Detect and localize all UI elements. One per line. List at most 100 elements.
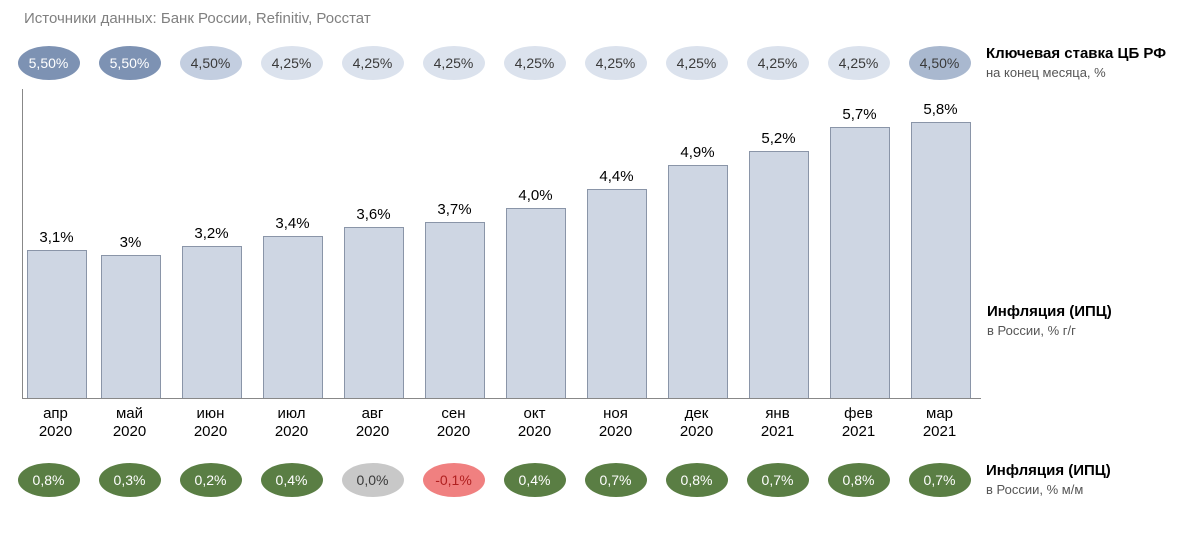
x-tick-label: май2020 — [113, 405, 146, 443]
x-tick-label: ноя2020 — [599, 405, 632, 443]
key-rate-row: 5,50% 5,50% 4,50% 4,25% 4,25% 4,25% 4,25% 4,25%… — [8, 45, 1192, 81]
pill-value: 0,8% — [18, 463, 80, 497]
x-tick-label: мар2021 — [923, 405, 956, 443]
mom-pill: 0,8% — [656, 463, 737, 497]
bar-chart: 3,1% 3% 3,2% 3,4% 3,6% 3,7% 4,0% 4,4% 4,9% 5,2% 5,… — [22, 89, 981, 399]
pill-value: 4,25% — [585, 46, 647, 80]
pill-value: 4,25% — [747, 46, 809, 80]
x-tick: апр2020 — [22, 405, 89, 443]
bar-column: 5,8% — [900, 101, 981, 398]
bar-value-label: 3,7% — [437, 201, 471, 218]
mom-pill: 0,8% — [8, 463, 89, 497]
key-rate-pill: 4,25% — [656, 46, 737, 80]
bar-column: 3,4% — [252, 215, 333, 398]
mom-pill: 0,7% — [899, 463, 980, 497]
mom-pill: 0,4% — [251, 463, 332, 497]
bar — [27, 250, 87, 397]
key-rate-pill: 4,25% — [494, 46, 575, 80]
bar — [425, 222, 485, 398]
inflation-yoy-title: Инфляция (ИПЦ) — [987, 303, 1192, 321]
x-tick-label: июн2020 — [194, 405, 227, 443]
x-axis: апр2020 май2020 июн2020 июл2020 авг2020 сен20… — [22, 405, 1192, 443]
bar-column: 4,9% — [657, 144, 738, 398]
bar — [344, 227, 404, 398]
pill-value: 4,25% — [423, 46, 485, 80]
pill-value: 4,25% — [828, 46, 890, 80]
pill-value: 4,25% — [342, 46, 404, 80]
x-tick: авг2020 — [332, 405, 413, 443]
key-rate-subtitle: на конец месяца, % — [986, 65, 1192, 81]
x-tick-label: апр2020 — [39, 405, 72, 443]
pill-value: 0,4% — [261, 463, 323, 497]
pill-value: 5,50% — [99, 46, 161, 80]
mom-pill: 0,7% — [737, 463, 818, 497]
pill-value: 0,2% — [180, 463, 242, 497]
bar-value-label: 3,1% — [39, 229, 73, 246]
bar-column: 3,7% — [414, 201, 495, 398]
mom-pill: 0,4% — [494, 463, 575, 497]
bar-value-label: 4,4% — [599, 168, 633, 185]
mom-pill: 0,2% — [170, 463, 251, 497]
pill-value: 5,50% — [18, 46, 80, 80]
mom-pill: 0,3% — [89, 463, 170, 497]
pill-value: 0,8% — [828, 463, 890, 497]
x-tick-label: июл2020 — [275, 405, 308, 443]
bar-column: 5,7% — [819, 106, 900, 398]
mom-pill: 0,7% — [575, 463, 656, 497]
x-tick: окт2020 — [494, 405, 575, 443]
mom-pill: 0,8% — [818, 463, 899, 497]
x-tick: мар2021 — [899, 405, 980, 443]
key-rate-pill: 5,50% — [8, 46, 89, 80]
inflation-mom-label: Инфляция (ИПЦ) в России, % м/м — [980, 462, 1192, 498]
x-tick-label: фев2021 — [842, 405, 875, 443]
key-rate-pill: 4,25% — [818, 46, 899, 80]
key-rate-pill: 4,25% — [737, 46, 818, 80]
bar — [587, 189, 647, 398]
bar-column: 3,6% — [333, 206, 414, 398]
key-rate-pill: 5,50% — [89, 46, 170, 80]
bar-value-label: 5,2% — [761, 130, 795, 147]
bar — [263, 236, 323, 398]
key-rate-pill: 4,50% — [170, 46, 251, 80]
pill-value: 0,0% — [342, 463, 404, 497]
bar-value-label: 3,6% — [356, 206, 390, 223]
x-tick-label: сен2020 — [437, 405, 470, 443]
inflation-yoy-label: Инфляция (ИПЦ) в России, % г/г — [981, 303, 1192, 399]
bar-value-label: 4,9% — [680, 144, 714, 161]
bar-column: 3,2% — [171, 225, 252, 398]
pill-value: 4,25% — [504, 46, 566, 80]
key-rate-pill: 4,25% — [332, 46, 413, 80]
pill-value: 4,25% — [666, 46, 728, 80]
inflation-mom-row: 0,8%0,3%0,2%0,4%0,0%-0,1%0,4%0,7%0,8%0,7… — [8, 462, 1192, 498]
bar-column: 3,1% — [23, 229, 90, 397]
bar-value-label: 5,8% — [923, 101, 957, 118]
bar-column: 3% — [90, 234, 171, 398]
pill-value: 0,7% — [585, 463, 647, 497]
x-tick-label: окт2020 — [518, 405, 551, 443]
data-sources: Источники данных: Банк России, Refinitiv… — [8, 10, 1192, 27]
bar-value-label: 3,4% — [275, 215, 309, 232]
x-tick: июн2020 — [170, 405, 251, 443]
x-tick: фев2021 — [818, 405, 899, 443]
pill-value: 4,50% — [180, 46, 242, 80]
bar-column: 4,0% — [495, 187, 576, 398]
bar-column: 4,4% — [576, 168, 657, 398]
pill-value: 4,25% — [261, 46, 323, 80]
x-tick-label: авг2020 — [356, 405, 389, 443]
bar-value-label: 3% — [120, 234, 142, 251]
pill-value: 0,3% — [99, 463, 161, 497]
inflation-mom-subtitle: в России, % м/м — [986, 482, 1192, 498]
bar — [101, 255, 161, 398]
pill-value: 4,50% — [909, 46, 971, 80]
inflation-yoy-subtitle: в России, % г/г — [987, 323, 1192, 339]
key-rate-pill: 4,25% — [575, 46, 656, 80]
x-tick: сен2020 — [413, 405, 494, 443]
bar-column: 5,2% — [738, 130, 819, 398]
bar-value-label: 5,7% — [842, 106, 876, 123]
bar — [911, 122, 971, 398]
bar — [749, 151, 809, 398]
inflation-yoy-row: 3,1% 3% 3,2% 3,4% 3,6% 3,7% 4,0% 4,4% 4,9% 5,2% 5,… — [8, 81, 1192, 399]
x-tick: ноя2020 — [575, 405, 656, 443]
bar — [506, 208, 566, 398]
key-rate-label: Ключевая ставка ЦБ РФ на конец месяца, % — [980, 45, 1192, 81]
